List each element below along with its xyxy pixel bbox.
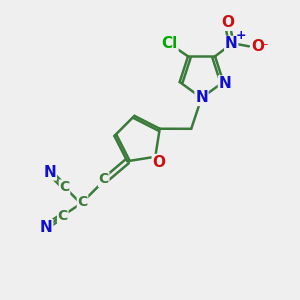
- Text: C: C: [99, 172, 109, 187]
- Text: C: C: [77, 195, 88, 209]
- Text: ⁻: ⁻: [262, 41, 268, 54]
- Text: O: O: [221, 15, 234, 30]
- Text: O: O: [251, 39, 264, 54]
- Text: N: N: [218, 76, 231, 91]
- Text: C: C: [58, 209, 68, 223]
- Text: N: N: [40, 220, 53, 235]
- Text: C: C: [59, 180, 70, 194]
- Text: N: N: [225, 37, 238, 52]
- Text: +: +: [235, 29, 246, 42]
- Text: N: N: [195, 90, 208, 105]
- Text: Cl: Cl: [162, 37, 178, 52]
- Text: N: N: [44, 165, 56, 180]
- Text: O: O: [152, 154, 165, 169]
